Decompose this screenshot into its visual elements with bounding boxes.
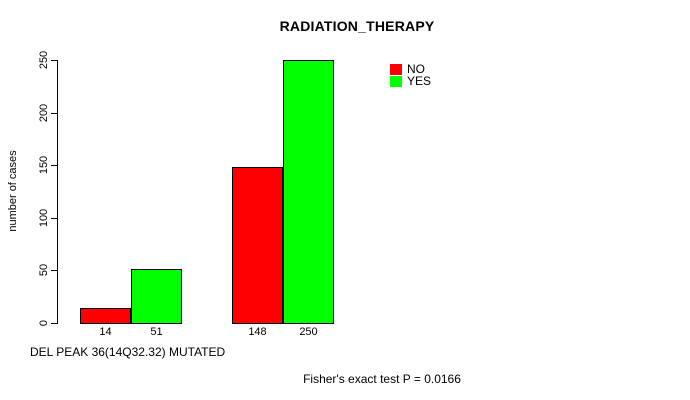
y-tick-mark (51, 113, 57, 114)
x-axis-label: DEL PEAK 36(14Q32.32) MUTATED (30, 345, 226, 359)
y-tick-label: 50 (38, 263, 50, 277)
chart-title: RADIATION_THERAPY (279, 18, 435, 34)
y-tick-label: 250 (38, 50, 50, 70)
legend-item-no: NO (390, 62, 431, 76)
y-tick-label: 150 (38, 155, 50, 175)
bar-yes-group1 (131, 269, 182, 324)
legend: NO YES (390, 62, 432, 88)
y-tick-label: 0 (38, 319, 50, 327)
legend-label-no: NO (407, 62, 425, 76)
bar-no-group1 (80, 308, 131, 324)
y-axis-line (57, 60, 58, 324)
bar-value-label: 51 (150, 326, 163, 338)
y-tick-mark (51, 165, 57, 166)
legend-label-yes: YES (407, 74, 432, 88)
y-tick-mark (51, 218, 57, 219)
y-tick-label: 200 (38, 103, 50, 123)
bar-no-group2 (232, 167, 283, 324)
y-tick-mark (51, 323, 57, 324)
y-tick-label: 100 (38, 208, 50, 228)
y-tick-mark (51, 60, 57, 61)
bar-value-label: 250 (299, 326, 318, 338)
bar-value-label: 148 (248, 326, 267, 338)
legend-item-yes: YES (390, 74, 432, 88)
y-axis-label: number of cases (7, 150, 19, 232)
y-tick-mark (51, 270, 57, 271)
bar-yes-group2 (283, 60, 334, 324)
legend-swatch-yes (390, 76, 402, 87)
legend-swatch-no (390, 64, 402, 75)
bar-value-label: 14 (99, 326, 112, 338)
stat-annotation: Fisher's exact test P = 0.0166 (303, 372, 461, 386)
